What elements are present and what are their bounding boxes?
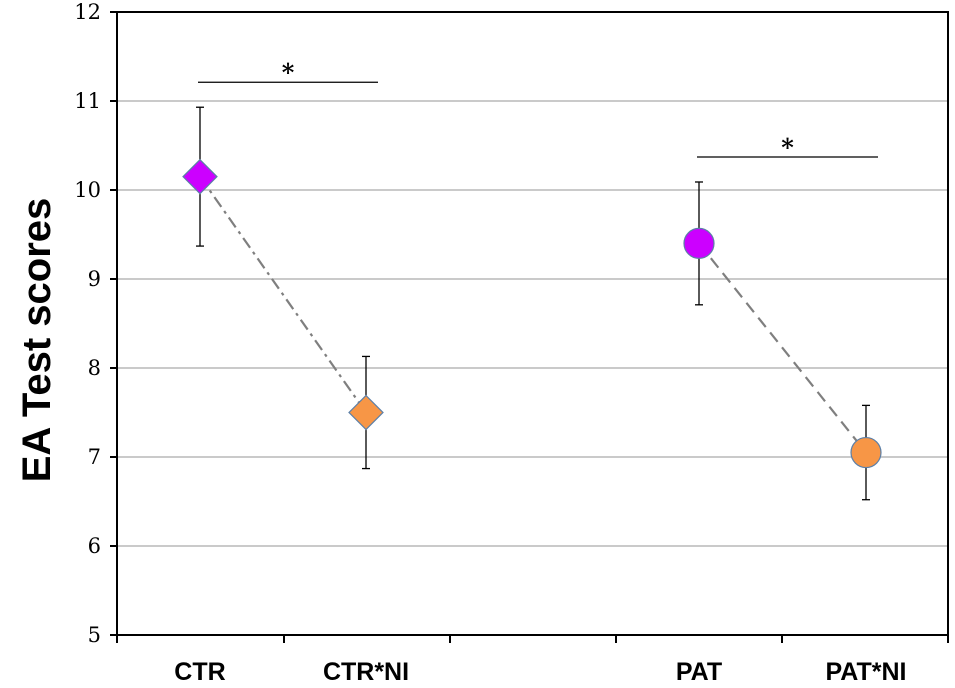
x-category-label: PAT*NI (825, 658, 906, 686)
y-tick-label: 7 (88, 445, 101, 469)
y-tick-label: 10 (74, 178, 101, 202)
y-tick-label: 6 (88, 534, 101, 558)
data-point (850, 436, 882, 469)
y-tick-label: 12 (74, 0, 101, 24)
x-category-label: CTR (174, 658, 225, 686)
data-point (182, 158, 218, 195)
y-axis-title: EA Test scores (15, 198, 59, 483)
y-tick-label: 11 (74, 89, 101, 113)
data-point (348, 394, 384, 431)
y-tick-label: 5 (88, 623, 101, 647)
plot-frame (116, 11, 949, 636)
x-category-label: PAT (676, 658, 722, 686)
y-tick-label: 8 (88, 356, 101, 380)
connector-line (199, 176, 367, 414)
connector-line (698, 242, 867, 454)
data-point (683, 227, 715, 259)
y-tick-label: 9 (88, 267, 101, 291)
significance-marker: * (282, 58, 295, 87)
significance-marker: * (781, 133, 794, 162)
x-category-label: CTR*NI (323, 658, 409, 686)
